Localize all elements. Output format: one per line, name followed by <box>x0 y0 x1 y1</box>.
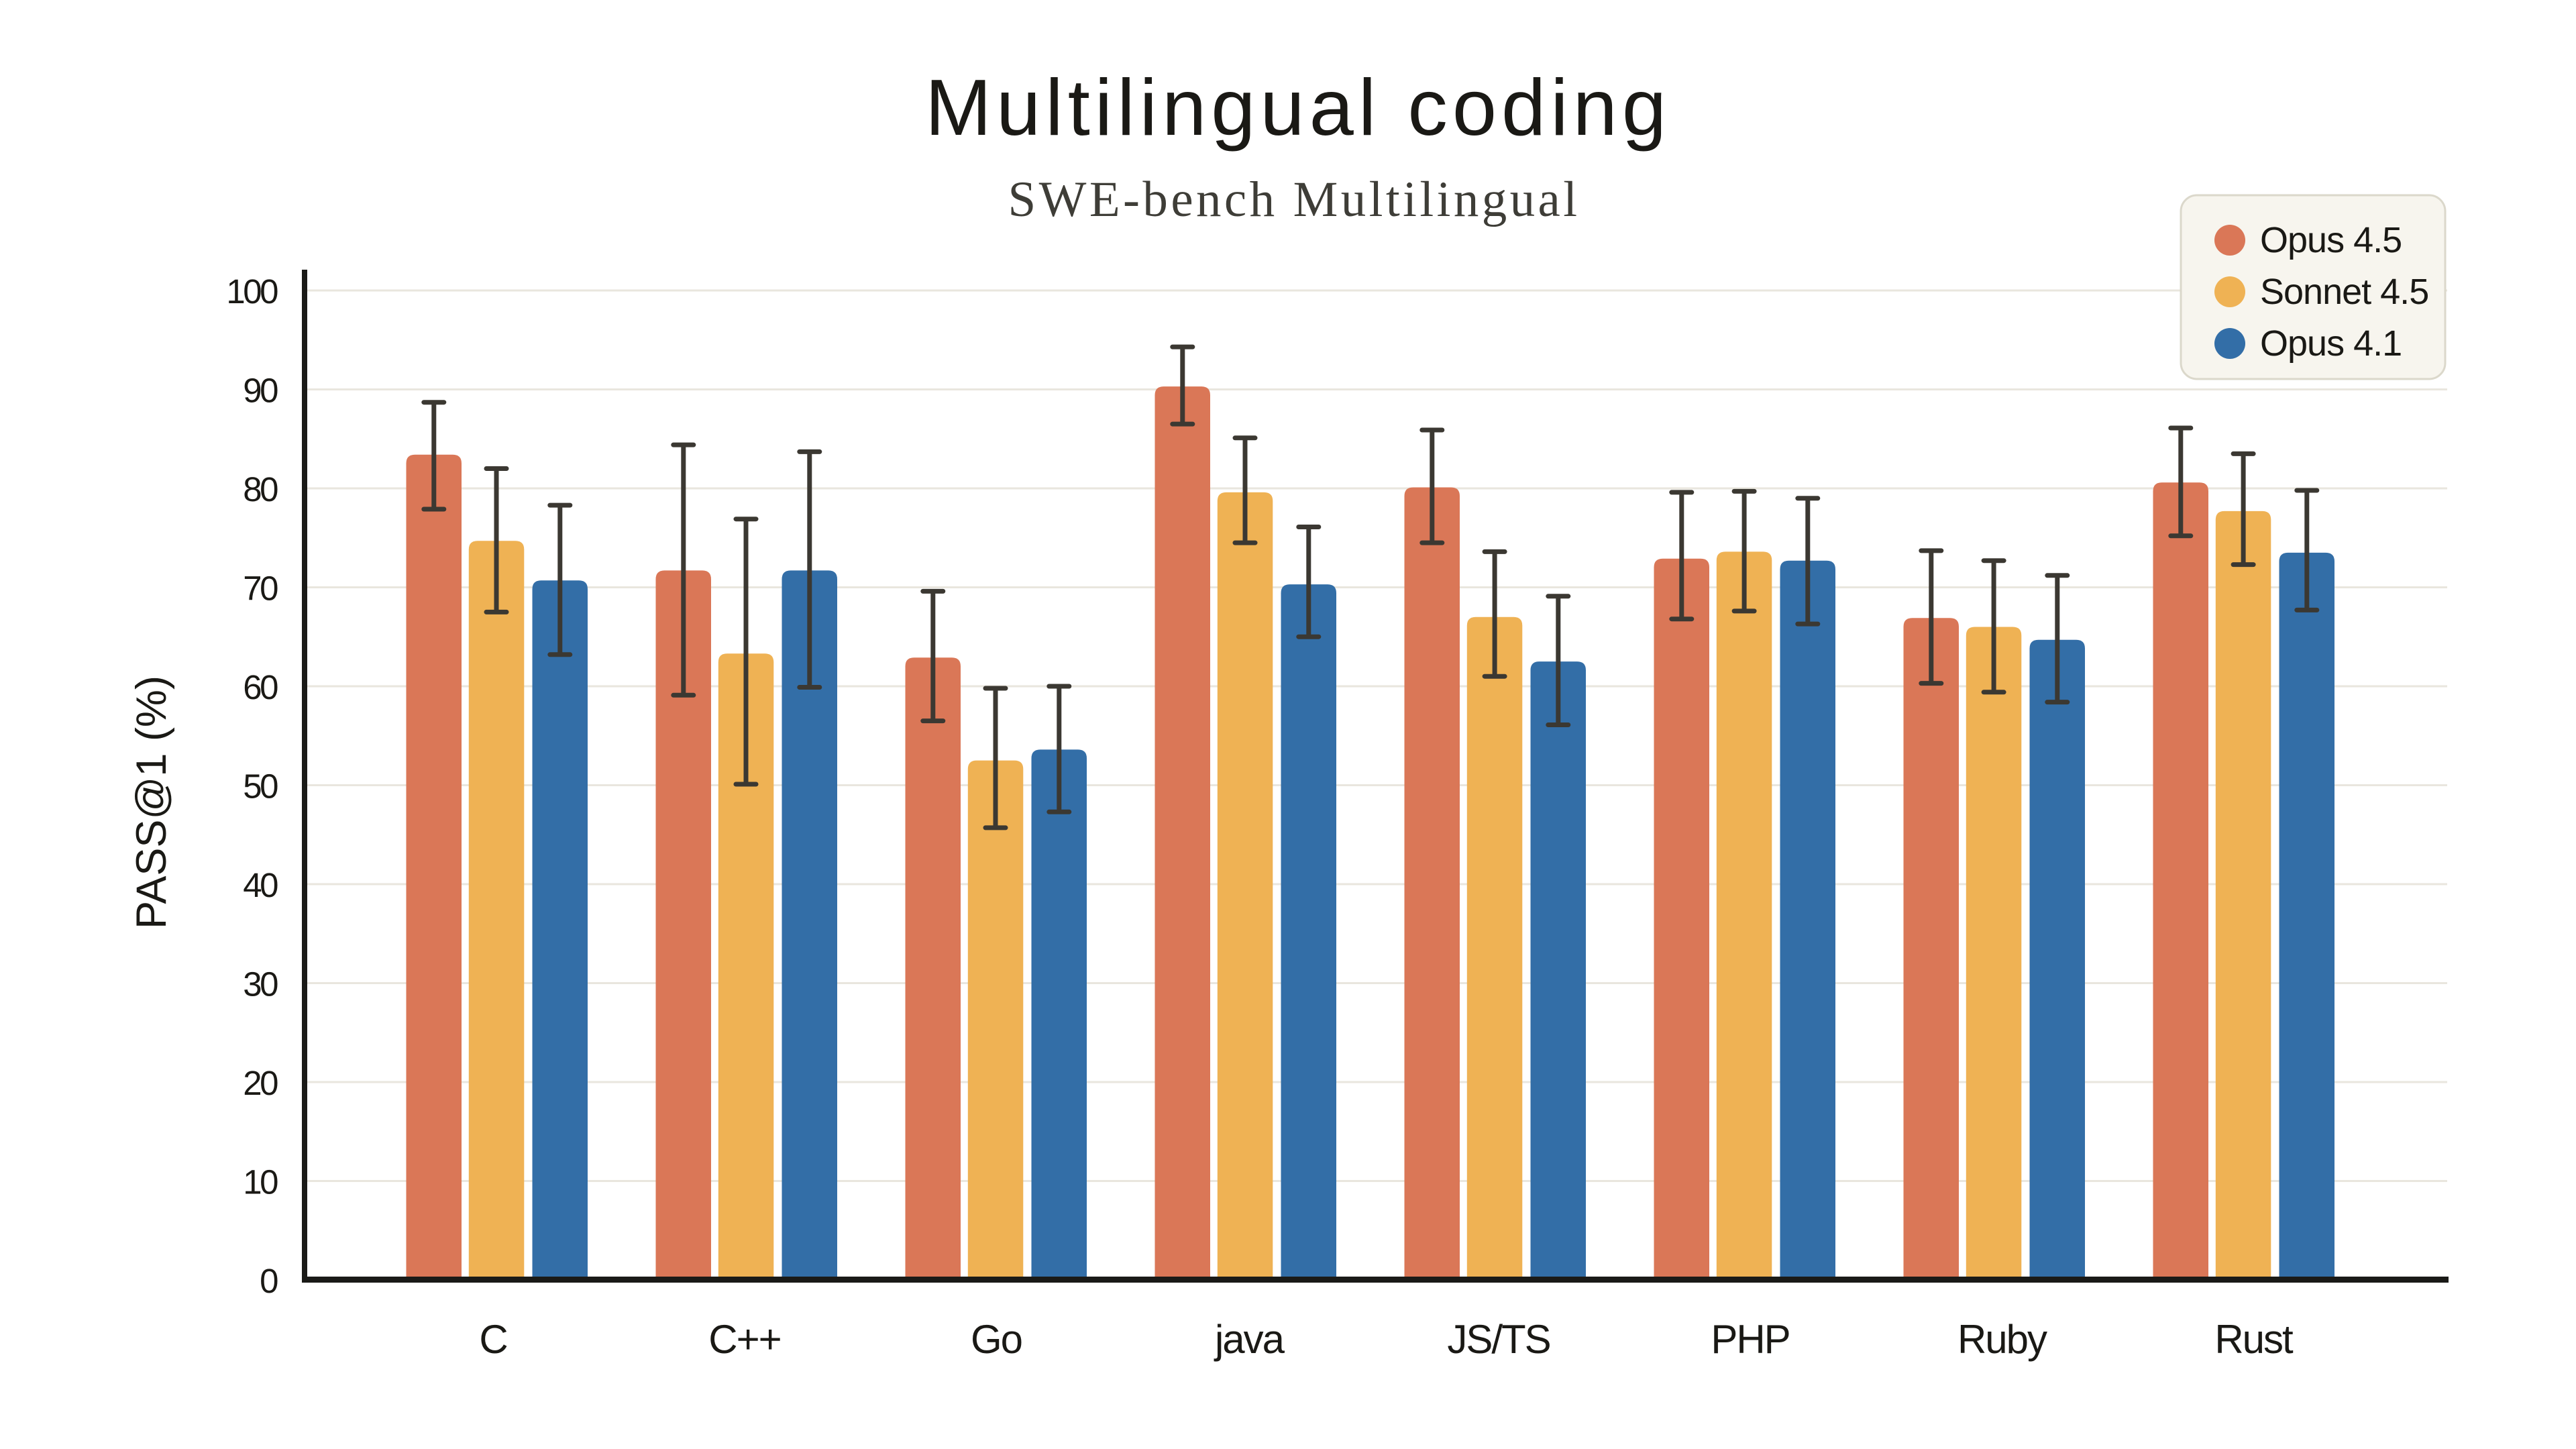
svg-text:SWE-bench Multilingual: SWE-bench Multilingual <box>1008 172 1580 227</box>
svg-text:60: 60 <box>243 668 278 706</box>
svg-text:C: C <box>479 1317 507 1362</box>
svg-text:0: 0 <box>260 1262 278 1300</box>
svg-text:JS/TS: JS/TS <box>1447 1317 1550 1362</box>
svg-text:10: 10 <box>243 1163 278 1201</box>
svg-text:70: 70 <box>243 570 278 608</box>
svg-text:Go: Go <box>971 1317 1022 1362</box>
svg-text:Rust: Rust <box>2214 1317 2294 1362</box>
svg-text:50: 50 <box>243 767 278 806</box>
svg-text:90: 90 <box>243 372 278 410</box>
svg-text:80: 80 <box>243 470 278 508</box>
svg-text:Multilingual coding: Multilingual coding <box>925 63 1671 152</box>
svg-text:Sonnet 4.5: Sonnet 4.5 <box>2260 272 2428 312</box>
svg-text:40: 40 <box>243 866 278 904</box>
svg-text:Opus 4.5: Opus 4.5 <box>2260 220 2402 260</box>
svg-text:100: 100 <box>226 272 278 311</box>
svg-text:Opus 4.1: Opus 4.1 <box>2260 323 2402 364</box>
svg-text:C++: C++ <box>708 1317 780 1362</box>
svg-text:PHP: PHP <box>1711 1317 1789 1362</box>
svg-text:30: 30 <box>243 965 278 1004</box>
svg-text:PASS@1 (%): PASS@1 (%) <box>128 676 175 929</box>
svg-text:Ruby: Ruby <box>1957 1317 2047 1362</box>
svg-text:20: 20 <box>243 1064 278 1102</box>
svg-text:java: java <box>1214 1317 1285 1362</box>
